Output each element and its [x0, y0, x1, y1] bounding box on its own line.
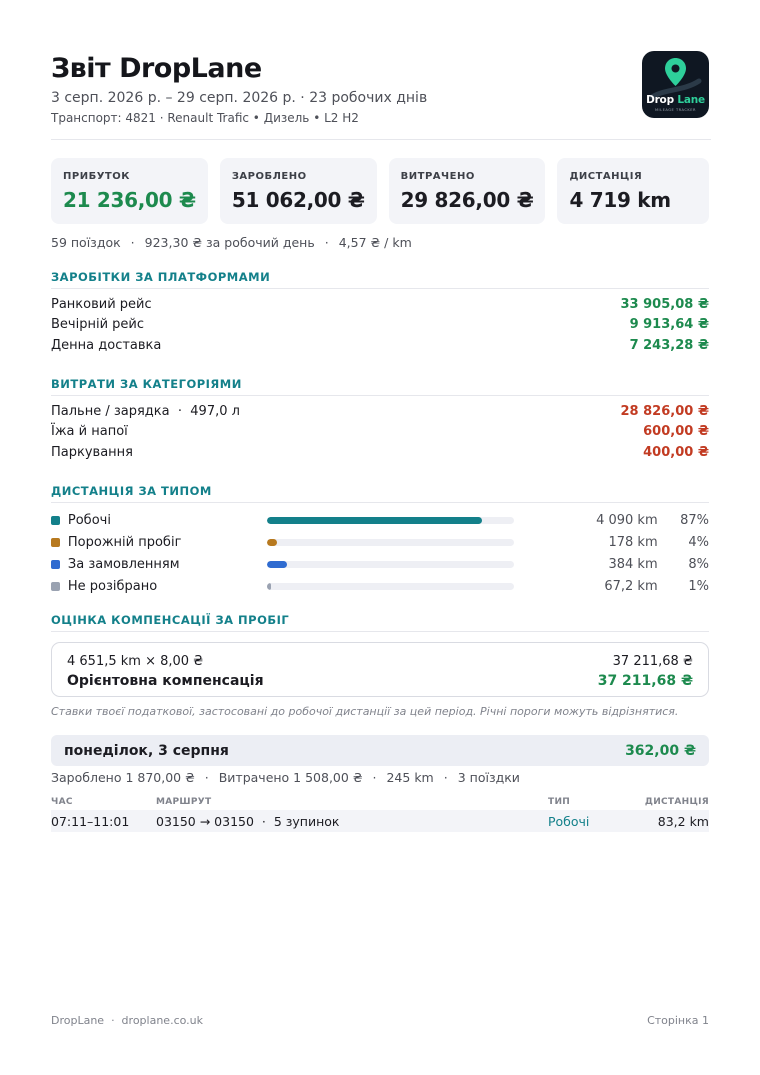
progress-track: [267, 560, 515, 568]
per-km-earnings: 4,57 ₴ / km: [338, 235, 412, 250]
section-heading: ЗАРОБІТКИ ЗА ПЛАТФОРМАМИ: [51, 270, 709, 289]
expense-row: Їжа й напої 600,00 ₴: [51, 424, 709, 440]
table-row: 07:11–11:01 03150 → 03150 · 5 зупинок Ро…: [51, 810, 709, 832]
compensation-box: 4 651,5 km × 8,00 ₴ 37 211,68 ₴ Орієнтовн…: [51, 642, 709, 697]
legend-swatch: [51, 537, 60, 547]
section-heading: ОЦІНКА КОМПЕНСАЦІЇ ЗА ПРОБІГ: [51, 613, 709, 632]
profit-card: ПРИБУТОК 21 236,00 ₴: [51, 158, 208, 224]
legend-swatch: [51, 515, 60, 525]
spent-card: ВИТРАЧЕНО 29 826,00 ₴: [388, 158, 546, 224]
droplane-logo: Drop Lane MILEAGE TRACKER: [642, 51, 709, 118]
page-footer: DropLane · droplane.co.uk Сторінка 1: [51, 1014, 709, 1027]
progress-fill: [267, 538, 278, 546]
progress-fill: [267, 560, 288, 568]
distance-section: ДИСТАНЦІЯ ЗА ТИПОМ Робочі 4 090 km 87% П…: [51, 484, 709, 597]
earning-row: Вечірній рейс 9 913,64 ₴: [51, 317, 709, 333]
compensation-total: Орієнтовна компенсація 37 211,68 ₴: [67, 673, 693, 689]
distance-row: Порожній пробіг 178 km 4%: [51, 531, 709, 553]
report-period: 3 серп. 2026 р. – 29 серп. 2026 р. · 23 …: [51, 90, 428, 106]
progress-track: [267, 582, 515, 590]
card-value: 29 826,00 ₴: [400, 188, 534, 212]
day-date: понеділок, 3 серпня: [64, 742, 229, 759]
day-header: понеділок, 3 серпня 362,00 ₴: [51, 735, 709, 766]
compensation-note: Ставки твоєї податкової, застосовані до …: [51, 705, 679, 718]
report-header: Звіт DropLane 3 серп. 2026 р. – 29 серп.…: [51, 51, 711, 140]
trip-count: 59 поїздок: [51, 235, 121, 250]
earnings-section: ЗАРОБІТКИ ЗА ПЛАТФОРМАМИ Ранковий рейс 33…: [51, 270, 709, 356]
footer-brand: DropLane · droplane.co.uk: [51, 1014, 203, 1027]
earned-card: ЗАРОБЛЕНО 51 062,00 ₴: [219, 158, 377, 224]
distance-row: Не розібрано 67,2 km 1%: [51, 575, 709, 597]
card-label: ВИТРАЧЕНО: [400, 171, 475, 182]
page-number: Сторінка 1: [647, 1014, 709, 1027]
summary-meta: 59 поїздок · 923,30 ₴ за робочий день · 4,57…: [51, 235, 412, 250]
card-label: ДИСТАНЦІЯ: [569, 171, 643, 182]
earning-row: Денна доставка 7 243,28 ₴: [51, 337, 709, 353]
day-profit: 362,00 ₴: [625, 742, 696, 759]
table-header: ЧАС МАРШРУТ ТИП ДИСТАНЦІЯ: [51, 796, 709, 807]
progress-track: [267, 538, 515, 546]
map-pin-icon: [649, 58, 702, 100]
card-value: 4 719 km: [569, 188, 671, 212]
expense-row: Паркування 400,00 ₴: [51, 444, 709, 460]
compensation-calc: 4 651,5 km × 8,00 ₴ 37 211,68 ₴: [67, 654, 693, 669]
progress-fill: [267, 516, 483, 524]
section-heading: ДИСТАНЦІЯ ЗА ТИПОМ: [51, 484, 709, 503]
card-label: ПРИБУТОК: [63, 171, 130, 182]
card-label: ЗАРОБЛЕНО: [231, 171, 307, 182]
legend-swatch: [51, 581, 60, 591]
day-meta: Зароблено 1 870,00 ₴ · Витрачено 1 508,00 …: [51, 770, 520, 785]
vehicle-info: Транспорт: 4821 · Renault Trafic • Дизел…: [51, 111, 359, 125]
summary-cards: ПРИБУТОК 21 236,00 ₴ ЗАРОБЛЕНО 51 062,00…: [51, 158, 709, 224]
section-heading: ВИТРАТИ ЗА КАТЕГОРІЯМИ: [51, 377, 709, 396]
expenses-section: ВИТРАТИ ЗА КАТЕГОРІЯМИ Пальне / зарядка …: [51, 377, 709, 463]
expense-row: Пальне / зарядка · 497,0 л 28 826,00 ₴: [51, 403, 709, 419]
earning-row: Ранковий рейс 33 905,08 ₴: [51, 296, 709, 312]
logo-tagline: MILEAGE TRACKER: [654, 108, 697, 112]
legend-swatch: [51, 559, 60, 569]
report-title: Звіт DropLane: [51, 53, 262, 84]
progress-fill: [267, 582, 272, 590]
card-value: 51 062,00 ₴: [231, 188, 365, 212]
compensation-section: ОЦІНКА КОМПЕНСАЦІЇ ЗА ПРОБІГ 4 651,5 km …: [51, 613, 709, 718]
trips-table: ЧАС МАРШРУТ ТИП ДИСТАНЦІЯ 07:11–11:01 03…: [51, 795, 709, 832]
logo-wordmark: Drop Lane: [646, 94, 705, 106]
distance-row: За замовленням 384 km 8%: [51, 553, 709, 575]
per-day-earnings: 923,30 ₴ за робочий день: [144, 235, 315, 250]
distance-card: ДИСТАНЦІЯ 4 719 km: [557, 158, 709, 224]
distance-row: Робочі 4 090 km 87%: [51, 509, 709, 531]
progress-track: [267, 516, 515, 524]
card-value: 21 236,00 ₴: [63, 188, 196, 212]
